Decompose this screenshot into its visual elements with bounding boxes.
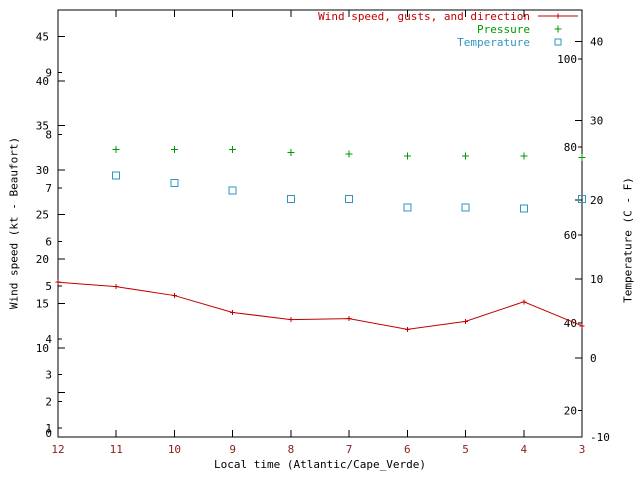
kt-tick-label: 35 xyxy=(36,120,49,133)
x-tick-label: 11 xyxy=(110,443,123,456)
bottom-axis-title: Local time (Atlantic/Cape_Verde) xyxy=(214,458,426,471)
temperature-marker xyxy=(286,194,295,203)
temperature-marker xyxy=(170,179,179,188)
temperature-marker xyxy=(519,204,528,213)
celsius-tick-label: 20 xyxy=(590,194,603,207)
beaufort-tick-label: 2 xyxy=(45,395,52,408)
kt-tick-label: 25 xyxy=(36,209,49,222)
wind-speed-line xyxy=(57,281,583,330)
x-tick-label: 9 xyxy=(229,443,236,456)
celsius-tick-label: -10 xyxy=(590,431,610,444)
x-tick-label: 3 xyxy=(579,443,586,456)
kt-tick-label: 20 xyxy=(36,253,49,266)
right-axis-title: Temperature (C - F) xyxy=(621,177,635,303)
x-tick-label: 10 xyxy=(168,443,181,456)
x-tick-label: 4 xyxy=(520,443,527,456)
x-tick-label: 8 xyxy=(288,443,295,456)
beaufort-tick-label: 6 xyxy=(45,235,52,248)
temperature-marker xyxy=(461,203,470,212)
legend-sample-temperature-marker xyxy=(554,38,562,46)
beaufort-tick-label: 9 xyxy=(45,66,52,79)
temperature-marker xyxy=(228,186,237,195)
temperature-marker xyxy=(403,203,412,212)
legend-label-wind: Wind speed, gusts, and direction xyxy=(318,10,530,23)
temperature-marker xyxy=(578,194,586,203)
celsius-tick-label: 10 xyxy=(590,273,603,286)
fahrenheit-tick-label: 20 xyxy=(564,405,577,418)
beaufort-tick-label: 5 xyxy=(45,280,52,293)
legend-label-temperature: Temperature xyxy=(457,36,530,49)
kt-tick-label: 10 xyxy=(36,342,49,355)
celsius-tick-label: 40 xyxy=(590,36,603,49)
x-tick-label: 6 xyxy=(404,443,411,456)
temperature-marker xyxy=(112,171,121,180)
kt-tick-label: 15 xyxy=(36,298,49,311)
fahrenheit-tick-label: 80 xyxy=(564,141,577,154)
temperature-marker xyxy=(345,194,354,203)
x-tick-label: 12 xyxy=(51,443,64,456)
legend-label-pressure: Pressure xyxy=(477,23,530,36)
celsius-tick-label: 0 xyxy=(590,352,597,365)
fahrenheit-tick-label: 100 xyxy=(557,53,577,66)
kt-tick-label: 40 xyxy=(36,75,49,88)
beaufort-tick-label: 8 xyxy=(45,129,52,142)
beaufort-tick-label: 0 xyxy=(45,427,52,440)
celsius-tick-label: 30 xyxy=(590,115,603,128)
left-axis-title: Wind speed (kt - Beaufort) xyxy=(7,136,21,310)
beaufort-tick-label: 7 xyxy=(45,182,52,195)
beaufort-tick-label: 1 xyxy=(45,422,52,435)
kt-tick-label: 45 xyxy=(36,31,49,44)
plot-border xyxy=(57,9,583,438)
x-tick-label: 7 xyxy=(346,443,353,456)
fahrenheit-tick-label: 60 xyxy=(564,229,577,242)
beaufort-tick-label: 3 xyxy=(45,369,52,382)
x-tick-label: 5 xyxy=(462,443,469,456)
kt-tick-label: 30 xyxy=(36,164,49,177)
beaufort-tick-label: 4 xyxy=(45,333,52,346)
